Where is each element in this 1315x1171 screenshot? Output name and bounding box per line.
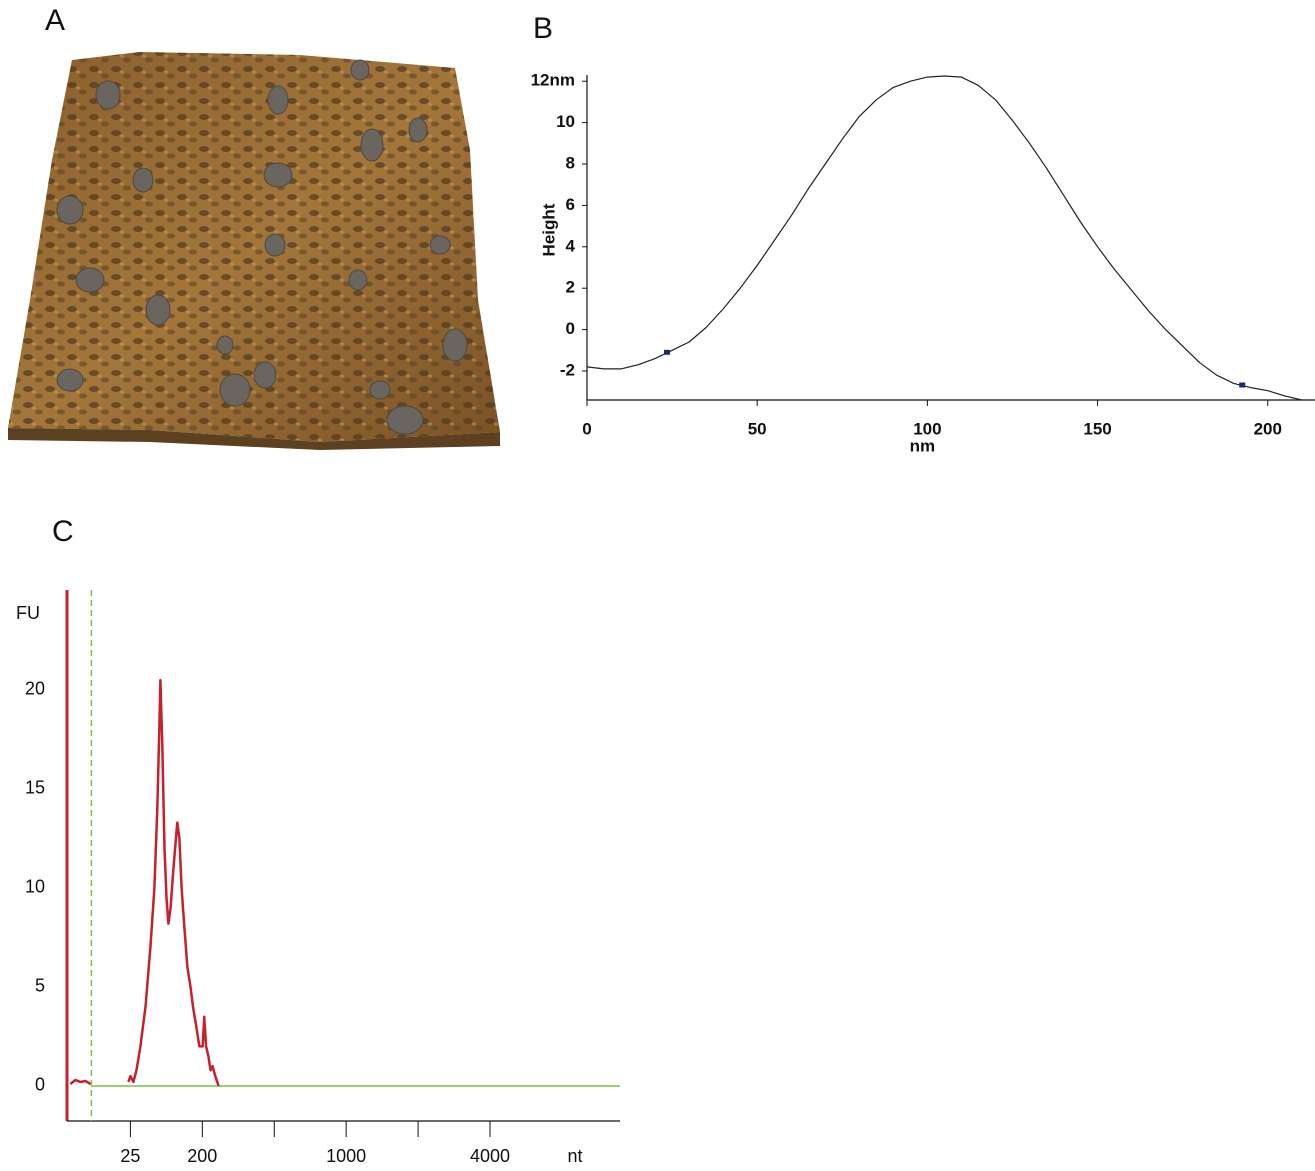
y-tick-label: 10 [25, 877, 45, 897]
y-tick-label: 2 [566, 278, 575, 297]
y-tick-label: 0 [35, 1075, 45, 1095]
x-axis-label: nm [910, 436, 936, 455]
y-tick-label: 10 [556, 112, 575, 131]
data-line [586, 75, 1302, 401]
y-axis-label: FU [16, 603, 40, 623]
x-tick-label: 200 [187, 1146, 217, 1166]
y-tick-label: -2 [560, 361, 575, 380]
x-tick-label: 0 [582, 419, 591, 438]
panel-label: C [52, 515, 74, 548]
y-tick-label: 4 [566, 236, 576, 255]
x-tick-label: 200 [1254, 419, 1282, 438]
y-tick-label: 6 [566, 195, 575, 214]
x-tick-label: 1000 [326, 1146, 366, 1166]
x-tick-label: 4000 [470, 1146, 510, 1166]
cursor [1239, 382, 1246, 388]
y-tick-label: 8 [566, 153, 575, 172]
y-tick-label: 5 [35, 976, 45, 996]
x-tick-label: 150 [1083, 419, 1111, 438]
y-axis-label: Height [539, 203, 558, 256]
y-tick-label: 15 [25, 778, 45, 798]
x-tick-label: 25 [120, 1146, 140, 1166]
data-line [69, 678, 220, 1087]
afm-image [8, 52, 500, 450]
x-tick-label: 50 [748, 419, 767, 438]
x-axis-label: nt [567, 1146, 582, 1166]
y-tick-label: 12nm [531, 71, 575, 90]
y-tick-label: 0 [566, 319, 575, 338]
y-tick-label: 20 [25, 679, 45, 699]
cursor [663, 349, 670, 355]
panel-label: B [533, 12, 553, 45]
panel-label: A [45, 4, 65, 37]
x-tick-label: 100 [913, 419, 941, 438]
